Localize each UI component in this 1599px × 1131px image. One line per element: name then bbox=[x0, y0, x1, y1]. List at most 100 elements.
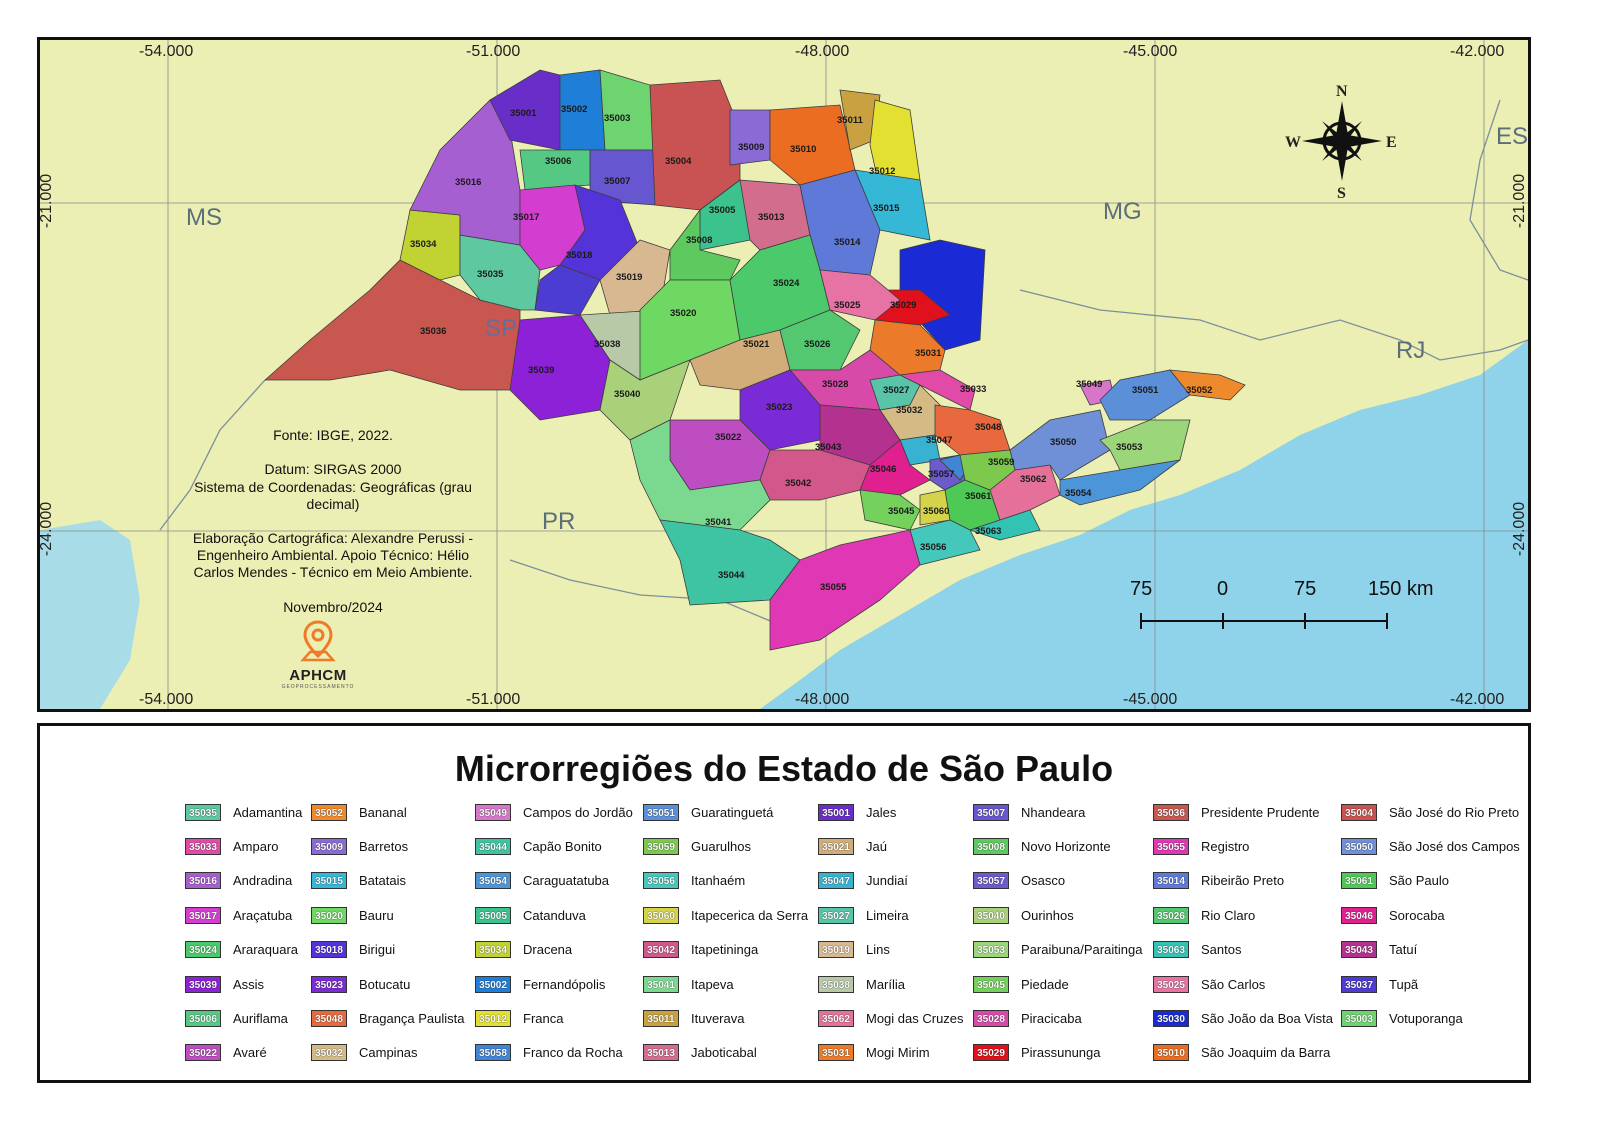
svg-text:35014: 35014 bbox=[834, 237, 861, 248]
legend-item-35024: 35024 Araraquara bbox=[185, 940, 298, 960]
svg-text:35025: 35025 bbox=[834, 300, 861, 311]
svg-text:35011: 35011 bbox=[837, 115, 864, 126]
legend-item-35041: 35041 Itapeva bbox=[643, 974, 734, 994]
legend-code: 35025 bbox=[1153, 975, 1189, 993]
region-35041 bbox=[629, 419, 771, 531]
legend-item-35034: 35034 Dracena bbox=[475, 940, 572, 960]
legend-item-35019: 35019 Lins bbox=[818, 940, 890, 960]
legend-name: São João da Boa Vista bbox=[1201, 1010, 1334, 1026]
legend-name: Adamantina bbox=[233, 804, 303, 820]
compass-n: N bbox=[1336, 83, 1348, 100]
coord-top-5: -42.000 bbox=[1450, 43, 1505, 60]
scale-label-4: 150 km bbox=[1368, 578, 1434, 600]
legend-item-35002: 35002 Fernandópolis bbox=[475, 974, 605, 994]
map-pin-logo-icon bbox=[300, 620, 336, 662]
legend-name: Botucatu bbox=[359, 976, 411, 992]
legend-item-35052: 35052 Bananal bbox=[311, 802, 407, 822]
aphcm-logo: APHCM GEOPROCESSAMENTO bbox=[278, 620, 358, 690]
legend-name: Fernandópolis bbox=[523, 976, 606, 992]
legend-code: 35027 bbox=[818, 906, 854, 924]
compass-s: S bbox=[1337, 185, 1346, 202]
legend-code: 35045 bbox=[973, 975, 1009, 993]
legend-code: 35047 bbox=[818, 872, 854, 890]
legend-name: Guarulhos bbox=[691, 838, 751, 854]
legend-code: 35060 bbox=[643, 906, 679, 924]
state-label-pr: PR bbox=[542, 508, 576, 535]
legend-item-35061: 35061 São Paulo bbox=[1341, 871, 1449, 891]
legend-item-35049: 35049 Campos do Jordão bbox=[475, 802, 633, 822]
legend-code: 35063 bbox=[1153, 941, 1189, 959]
legend-code: 35014 bbox=[1153, 872, 1189, 890]
svg-text:35003: 35003 bbox=[604, 113, 630, 124]
svg-text:35047: 35047 bbox=[926, 435, 952, 446]
legend-code: 35010 bbox=[1153, 1044, 1189, 1062]
svg-text:35013: 35013 bbox=[758, 212, 784, 223]
coord-top-3: -48.000 bbox=[795, 43, 850, 60]
compass-w: W bbox=[1285, 134, 1301, 151]
legend-code: 35048 bbox=[311, 1009, 347, 1027]
svg-text:35056: 35056 bbox=[920, 542, 946, 553]
coord-right-2: -24.000 bbox=[1511, 501, 1529, 557]
svg-text:35018: 35018 bbox=[566, 250, 592, 261]
legend-name: Ribeirão Preto bbox=[1201, 873, 1285, 889]
legend-name: Campinas bbox=[359, 1045, 418, 1061]
svg-text:35063: 35063 bbox=[975, 526, 1001, 537]
legend-code: 35051 bbox=[643, 803, 679, 821]
legend-code: 35018 bbox=[311, 941, 347, 959]
date-text: Novembro/2024 bbox=[283, 599, 383, 615]
legend-item-35010: 35010 São Joaquim da Barra bbox=[1153, 1043, 1330, 1063]
legend-name: Batatais bbox=[359, 873, 406, 889]
svg-text:35044: 35044 bbox=[718, 570, 745, 581]
legend-item-35051: 35051 Guaratinguetá bbox=[643, 802, 773, 822]
legend-item-35053: 35053 Paraibuna/Paraitinga bbox=[973, 940, 1142, 960]
legend-item-35003: 35003 Votuporanga bbox=[1341, 1008, 1463, 1028]
svg-text:35049: 35049 bbox=[1076, 379, 1102, 390]
legend-item-35036: 35036 Presidente Prudente bbox=[1153, 802, 1320, 822]
legend-item-35011: 35011 Ituverava bbox=[643, 1008, 744, 1028]
legend-item-35023: 35023 Botucatu bbox=[311, 974, 410, 994]
region-35009 bbox=[729, 109, 771, 166]
coord-top-1: -54.000 bbox=[139, 43, 194, 60]
legend-code: 35050 bbox=[1341, 837, 1377, 855]
svg-text:35023: 35023 bbox=[766, 402, 792, 413]
legend-item-35005: 35005 Catanduva bbox=[475, 905, 586, 925]
legend-name: Piracicaba bbox=[1021, 1010, 1082, 1026]
coord-bottom-3: -48.000 bbox=[795, 691, 850, 708]
legend-name: Avaré bbox=[233, 1045, 267, 1061]
legend-name: Limeira bbox=[866, 907, 909, 923]
legend-code: 35052 bbox=[311, 803, 347, 821]
legend-code: 35003 bbox=[1341, 1009, 1377, 1027]
logo-name: APHCM bbox=[289, 667, 347, 684]
legend-code: 35044 bbox=[475, 837, 511, 855]
coord-top-4: -45.000 bbox=[1123, 43, 1178, 60]
legend-item-35012: 35012 Franca bbox=[475, 1008, 563, 1028]
sp-microregions bbox=[263, 69, 1246, 651]
coordinate-system-text: Sistema de Coordenadas: Geográficas (gra… bbox=[194, 479, 472, 512]
legend-code: 35013 bbox=[643, 1044, 679, 1062]
coord-left-2: -24.000 bbox=[38, 501, 56, 557]
legend-item-35058: 35058 Franco da Rocha bbox=[475, 1043, 623, 1063]
compass-rose-icon bbox=[1302, 101, 1382, 181]
legend-item-35028: 35028 Piracicaba bbox=[973, 1008, 1082, 1028]
svg-text:35057: 35057 bbox=[928, 469, 954, 480]
legend-name: Barretos bbox=[359, 838, 409, 854]
legend-item-35022: 35022 Avaré bbox=[185, 1043, 267, 1063]
scale-bar bbox=[1140, 613, 1388, 629]
legend-name: Guaratinguetá bbox=[691, 804, 774, 820]
legend-name: Franco da Rocha bbox=[523, 1045, 623, 1061]
region-labels: 35001 35002 35003 35004 35006 35007 3501… bbox=[410, 104, 1212, 593]
state-label-ms: MS bbox=[186, 204, 222, 231]
legend-item-35016: 35016 Andradina bbox=[185, 871, 292, 891]
legend-item-35025: 35025 São Carlos bbox=[1153, 974, 1265, 994]
map-canvas[interactable]: 35001 35002 35003 35004 35006 35007 3501… bbox=[40, 40, 1528, 709]
legend-code: 35039 bbox=[185, 975, 221, 993]
legend-name: Franca bbox=[523, 1010, 564, 1026]
legend-name: Jaboticabal bbox=[691, 1045, 757, 1061]
legend-item-35031: 35031 Mogi Mirim bbox=[818, 1043, 930, 1063]
legend-code: 35055 bbox=[1153, 837, 1189, 855]
legend-name: Rio Claro bbox=[1201, 907, 1256, 923]
svg-text:35005: 35005 bbox=[709, 205, 736, 216]
svg-text:35001: 35001 bbox=[510, 108, 537, 119]
svg-text:35048: 35048 bbox=[975, 422, 1001, 433]
coord-bottom-2: -51.000 bbox=[466, 691, 521, 708]
